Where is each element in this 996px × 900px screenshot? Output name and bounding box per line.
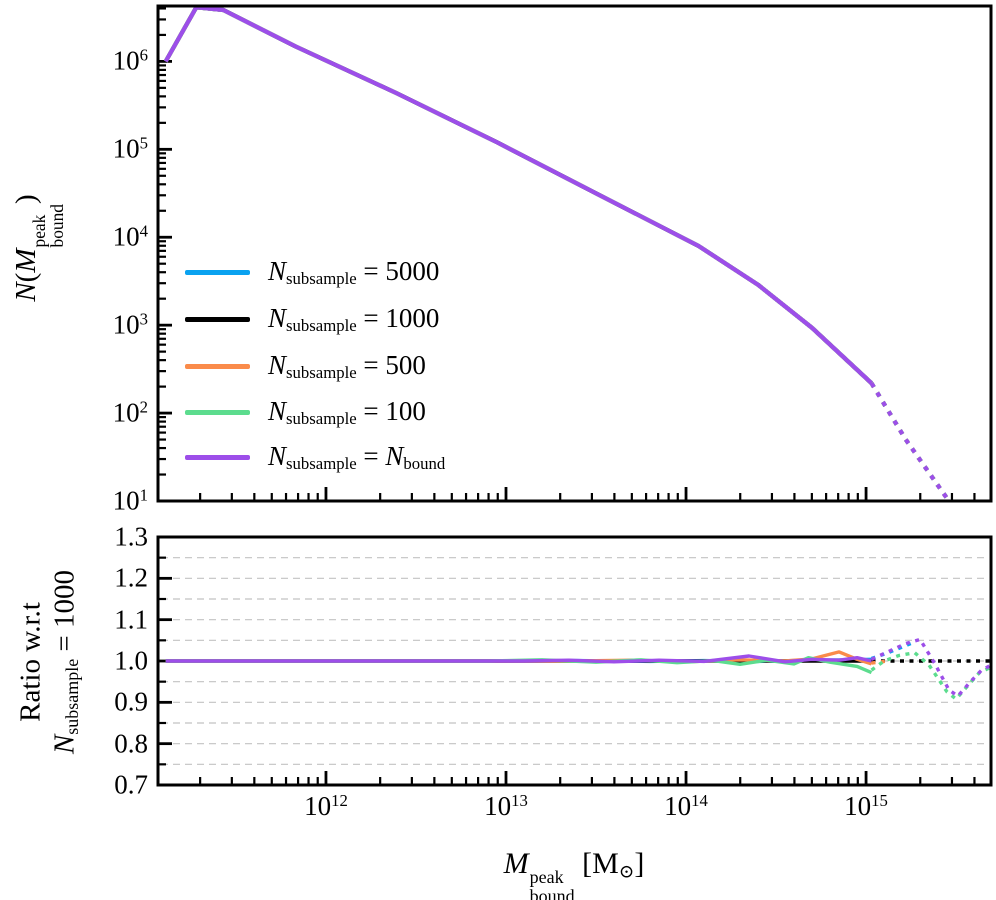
series-nbound-ratio-dotted: [870, 637, 990, 699]
legend-label-nbound: Nsubsample = Nbound: [268, 440, 446, 474]
legend-label-n1000: Nsubsample = 1000: [268, 302, 440, 336]
x-tick-label: 1012: [304, 790, 348, 821]
ratio-panel-frame: [156, 535, 993, 787]
y-axis-label-mass-function: N(M peak bound): [9, 194, 67, 302]
legend-label-n500: Nsubsample = 500: [268, 349, 426, 383]
series-n5000-mass-function-dotted: [869, 382, 951, 500]
legend-label-n100: Nsubsample = 100: [268, 395, 426, 429]
y-tick-label-ratio: 1.1: [114, 604, 148, 635]
y-tick-label-main: 105: [112, 133, 148, 164]
y-tick-label-main: 104: [112, 221, 148, 252]
y-tick-label-main: 103: [112, 309, 148, 340]
y-tick-label-ratio: 1.2: [114, 562, 148, 593]
y-tick-label-ratio: 0.9: [114, 686, 148, 717]
y-tick-label-main: 101: [112, 485, 148, 516]
legend-label-n5000: Nsubsample = 5000: [268, 255, 440, 289]
series-n1000-mass-function-dotted: [869, 382, 951, 500]
main-panel-frame: [156, 4, 993, 503]
x-tick-label: 1013: [484, 790, 528, 821]
legend-swatch-n500: [185, 364, 250, 369]
series-n100-mass-function-dotted: [869, 382, 951, 500]
x-tick-label: 1014: [664, 790, 708, 821]
legend-swatch-n5000: [185, 270, 250, 275]
legend-swatch-n1000: [185, 317, 250, 322]
legend-swatch-n100: [185, 410, 250, 415]
y-tick-label-main: 106: [112, 45, 148, 76]
legend-swatch-nbound: [185, 455, 250, 460]
y-tick-label-main: 102: [112, 397, 148, 428]
x-tick-label: 1015: [844, 790, 888, 821]
series-n500-ratio-dotted: [871, 659, 888, 665]
y-tick-label-ratio: 0.8: [114, 728, 148, 759]
y-tick-label-ratio: 1.3: [114, 521, 148, 552]
y-axis-label-ratio-line1: Ratio w.r.t: [14, 602, 47, 722]
series-nbound-mass-function-solid: [163, 7, 873, 385]
series-n500-mass-function-dotted: [869, 382, 951, 500]
y-tick-label-ratio: 0.7: [114, 769, 148, 800]
series-nbound-mass-function-dotted: [869, 382, 951, 500]
y-axis-label-ratio-line2: Nsubsample = 1000: [48, 569, 82, 755]
series-nbound-ratio-solid: [165, 654, 872, 664]
series-n5000-ratio-dotted: [870, 640, 916, 661]
y-tick-label-ratio: 1.0: [114, 645, 148, 676]
